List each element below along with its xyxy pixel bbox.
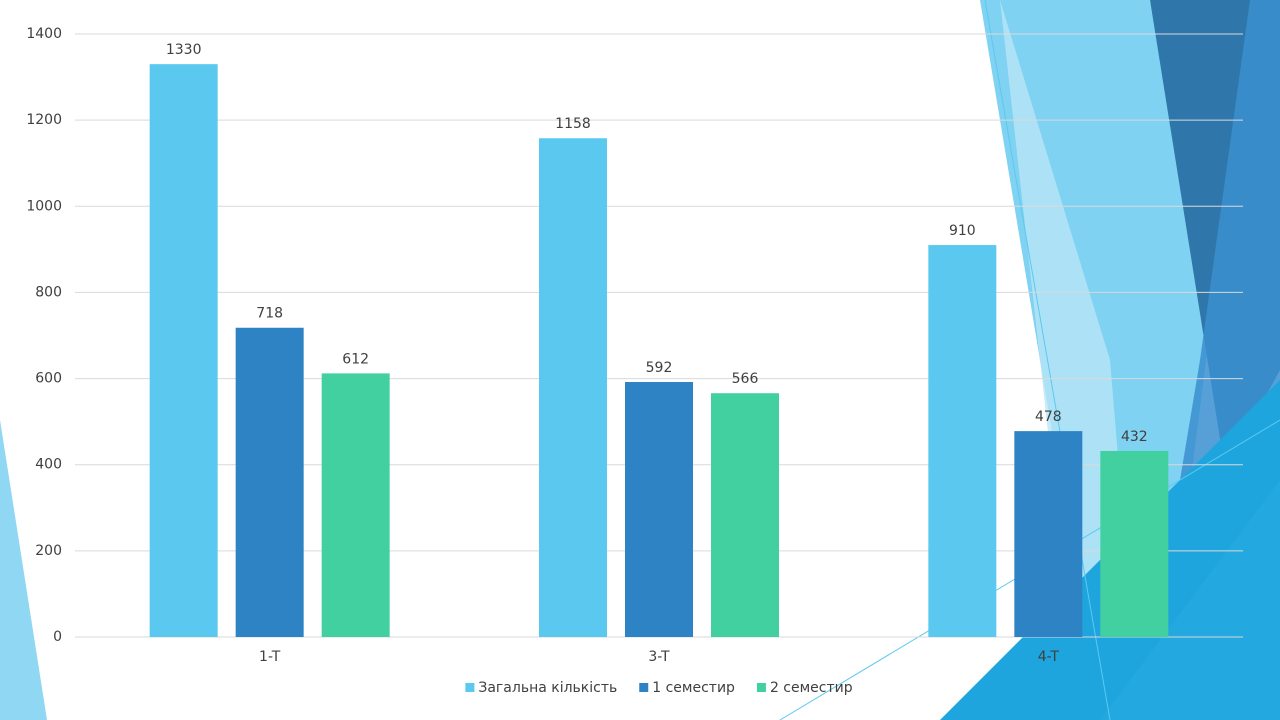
y-tick-label: 1400 — [26, 26, 62, 42]
bar — [625, 382, 693, 637]
bar — [235, 327, 304, 637]
data-label: 1158 — [555, 116, 591, 132]
data-label: 612 — [342, 351, 369, 367]
legend-label: 2 семестир — [770, 680, 853, 696]
bar — [149, 64, 218, 637]
legend-label: 1 семестир — [652, 680, 735, 696]
legend-swatch — [639, 683, 649, 692]
data-label: 478 — [1035, 409, 1062, 425]
legend-swatch — [465, 683, 475, 692]
x-tick-label: 4-T — [1038, 649, 1060, 665]
data-label: 718 — [256, 306, 283, 322]
x-tick-label: 3-T — [648, 649, 670, 665]
data-label: 432 — [1121, 429, 1148, 445]
data-label: 592 — [646, 360, 673, 376]
data-label: 566 — [732, 371, 759, 387]
bar — [1100, 450, 1169, 637]
y-tick-label: 1000 — [26, 198, 62, 214]
deco-shape — [1100, 480, 1280, 720]
bar — [711, 393, 779, 637]
y-tick-label: 200 — [35, 543, 62, 559]
bar — [539, 138, 607, 638]
chart: 0 200 400 600 800 1000 1200 1400 1-T 1330 718 612 3-… — [26, 26, 1243, 696]
y-tick-label: 800 — [35, 284, 62, 300]
bar — [321, 373, 390, 637]
deco-shape — [0, 420, 47, 720]
y-tick-label: 400 — [35, 457, 62, 473]
bar — [928, 245, 997, 638]
legend-label: Загальна кількість — [478, 680, 617, 696]
data-label: 1330 — [166, 42, 202, 58]
legend-swatch — [756, 683, 766, 692]
y-tick-label: 0 — [53, 629, 62, 645]
bar — [1014, 431, 1083, 637]
y-tick-label: 600 — [35, 371, 62, 387]
y-tick-label: 1200 — [26, 112, 62, 128]
x-tick-label: 1-T — [259, 649, 281, 665]
data-label: 910 — [949, 223, 976, 239]
legend: Загальна кількість 1 семестир 2 семестир — [465, 680, 853, 696]
